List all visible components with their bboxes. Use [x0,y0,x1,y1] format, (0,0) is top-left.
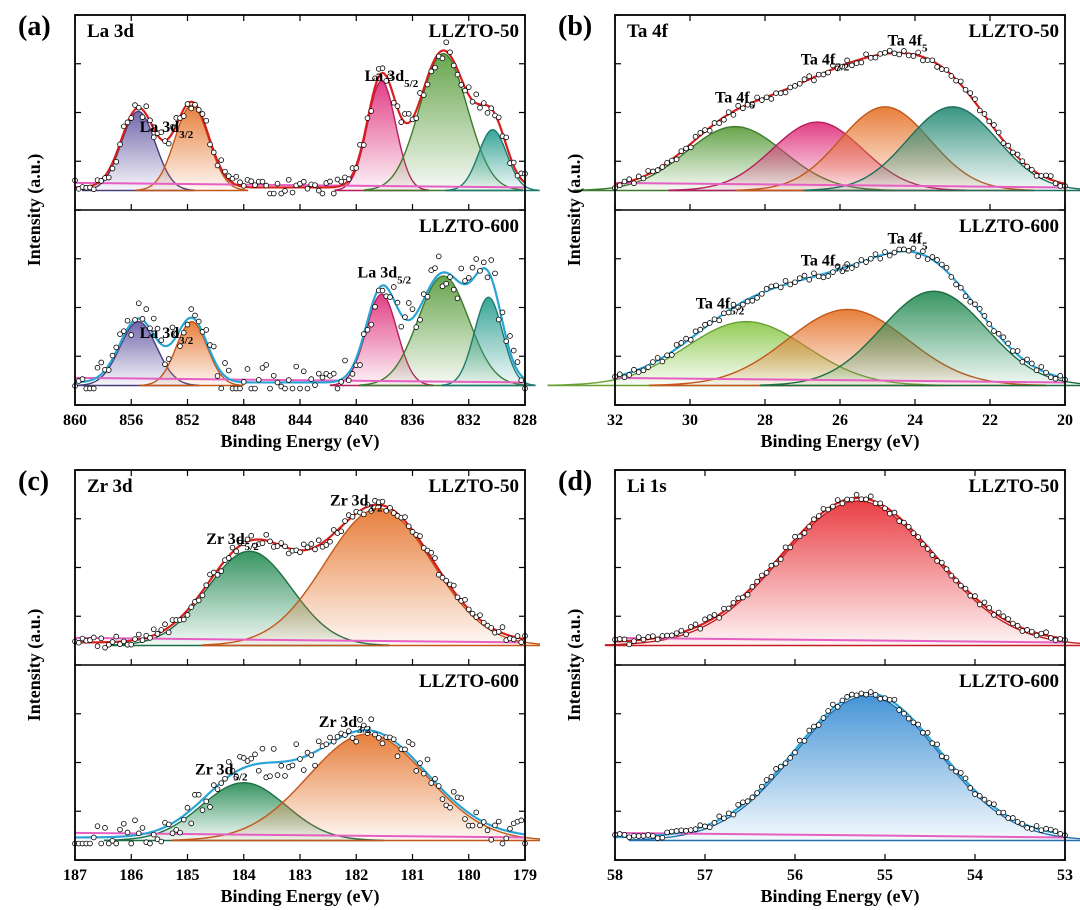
svg-text:840: 840 [344,412,368,429]
figure-grid: (a)LLZTO-50La 3dLa 3d3/2La 3d5/2LLZTO-60… [0,0,1080,910]
svg-text:(d): (d) [558,466,592,497]
svg-text:Ta 4f: Ta 4f [627,21,669,42]
svg-text:844: 844 [288,412,312,429]
svg-text:Zr 3d: Zr 3d [87,476,133,497]
svg-text:57: 57 [697,867,713,884]
svg-text:32: 32 [607,412,623,429]
svg-text:187: 187 [63,867,87,884]
svg-text:Intensity (a.u.): Intensity (a.u.) [24,609,45,722]
svg-text:181: 181 [401,867,425,884]
svg-text:180: 180 [457,867,481,884]
svg-text:LLZTO-600: LLZTO-600 [419,671,519,692]
svg-text:55: 55 [877,867,893,884]
svg-text:LLZTO-600: LLZTO-600 [419,216,519,237]
svg-text:22: 22 [982,412,998,429]
svg-text:185: 185 [176,867,200,884]
svg-text:(b): (b) [558,11,592,42]
svg-text:Ta 4f5/2: Ta 4f5/2 [696,295,745,317]
svg-text:Ta 4f5: Ta 4f5 [715,90,756,112]
svg-text:852: 852 [176,412,200,429]
svg-text:LLZTO-600: LLZTO-600 [959,671,1059,692]
svg-text:Intensity (a.u.): Intensity (a.u.) [564,609,585,722]
svg-text:184: 184 [232,867,256,884]
svg-text:30: 30 [682,412,698,429]
svg-text:186: 186 [119,867,143,884]
svg-text:56: 56 [787,867,803,884]
svg-text:LLZTO-600: LLZTO-600 [959,216,1059,237]
panel-a: (a)LLZTO-50La 3dLa 3d3/2La 3d5/2LLZTO-60… [0,0,540,455]
svg-text:Binding Energy (eV): Binding Energy (eV) [760,431,919,452]
svg-text:28: 28 [757,412,773,429]
svg-text:Intensity (a.u.): Intensity (a.u.) [564,154,585,267]
svg-text:LLZTO-50: LLZTO-50 [969,476,1059,497]
svg-text:828: 828 [513,412,537,429]
svg-text:179: 179 [513,867,537,884]
svg-text:Binding Energy (eV): Binding Energy (eV) [220,886,379,907]
svg-text:La 3d5/2: La 3d5/2 [358,264,412,286]
svg-text:182: 182 [344,867,368,884]
svg-text:Binding Energy (eV): Binding Energy (eV) [760,886,919,907]
svg-text:832: 832 [457,412,481,429]
svg-text:58: 58 [607,867,623,884]
svg-text:183: 183 [288,867,312,884]
svg-text:LLZTO-50: LLZTO-50 [429,21,519,42]
panel-c: (c)LLZTO-50Zr 3dZr 3d5/2Zr 3d3/2LLZTO-60… [0,455,540,910]
svg-text:54: 54 [967,867,983,884]
svg-text:848: 848 [232,412,256,429]
svg-text:Ta 4f7/2: Ta 4f7/2 [801,253,850,275]
svg-text:LLZTO-50: LLZTO-50 [429,476,519,497]
svg-text:860: 860 [63,412,87,429]
panel-d: (d) LLZTO-50 Li 1s LLZTO-600 58 57 56 55 54 53 Bin… [540,455,1080,910]
svg-text:856: 856 [119,412,143,429]
svg-text:Ta 4f7/2: Ta 4f7/2 [801,51,850,73]
svg-text:20: 20 [1057,412,1073,429]
svg-text:Zr 3d5/2: Zr 3d5/2 [195,761,248,783]
panel-b: (b)LLZTO-50Ta 4fTa 4f5Ta 4f7/2Ta 4f5LLZT… [540,0,1080,455]
svg-text:Li 1s: Li 1s [627,476,667,497]
svg-text:LLZTO-50: LLZTO-50 [969,21,1059,42]
svg-text:Binding Energy (eV): Binding Energy (eV) [220,431,379,452]
svg-text:(a): (a) [18,11,51,42]
svg-text:836: 836 [401,412,425,429]
svg-text:Intensity (a.u.): Intensity (a.u.) [24,154,45,267]
svg-text:(c): (c) [18,466,49,497]
svg-text:53: 53 [1057,867,1073,884]
svg-text:26: 26 [832,412,848,429]
svg-text:24: 24 [907,412,923,429]
svg-text:La 3d: La 3d [87,21,134,42]
